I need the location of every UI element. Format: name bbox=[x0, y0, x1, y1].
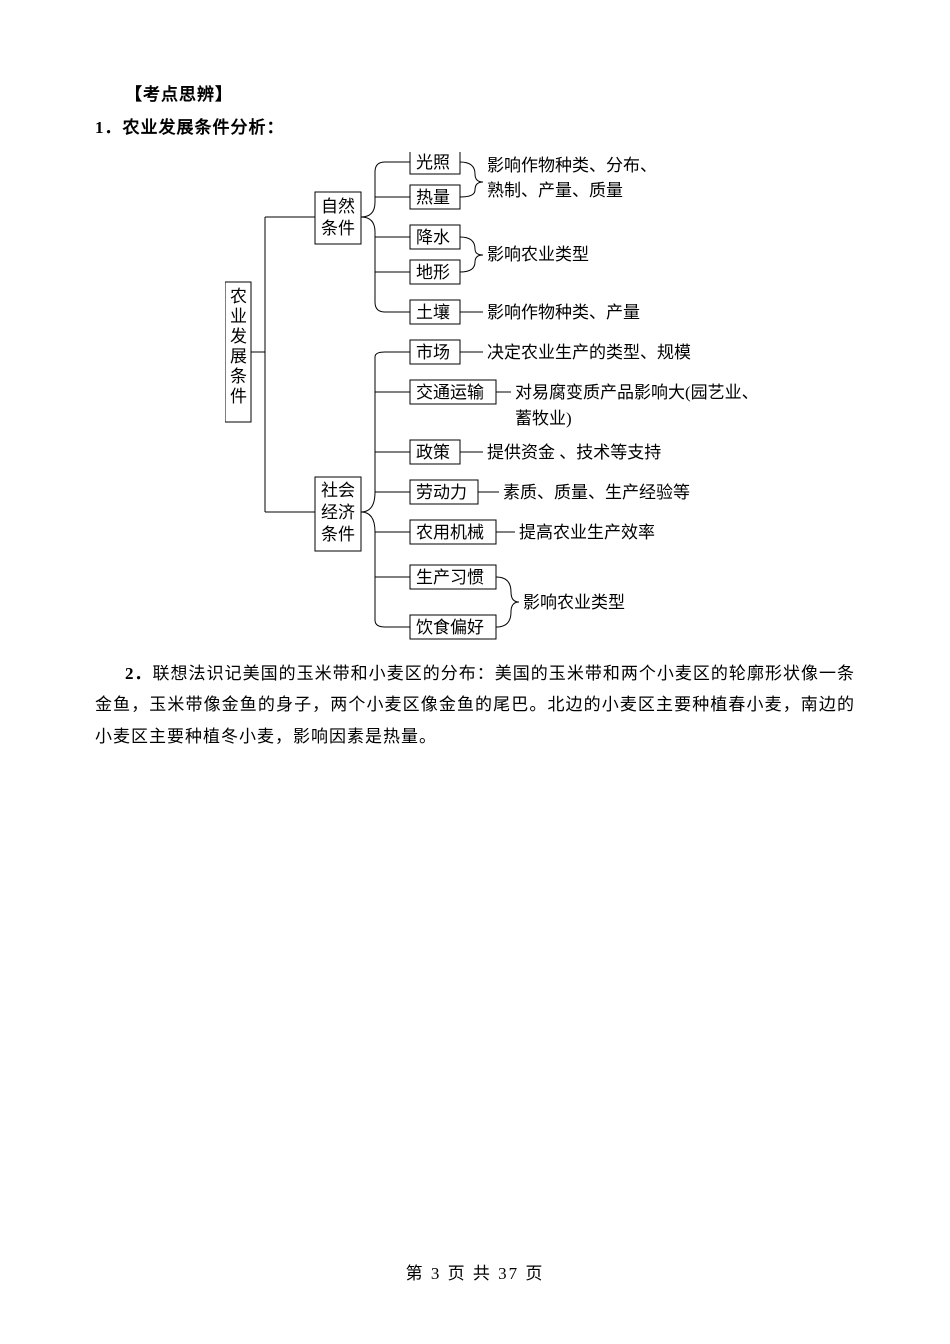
point-2-text: 联想法识记美国的玉米带和小麦区的分布：美国的玉米带和两个小麦区的轮廓形状像一条金… bbox=[95, 664, 855, 746]
svg-text:熟制、产量、质量: 熟制、产量、质量 bbox=[487, 180, 623, 200]
svg-text:降水: 降水 bbox=[416, 228, 450, 247]
svg-text:市场: 市场 bbox=[416, 343, 450, 362]
svg-text:自然: 自然 bbox=[321, 197, 355, 216]
svg-text:影响农业类型: 影响农业类型 bbox=[523, 593, 625, 612]
point-2-paragraph: 2．联想法识记美国的玉米带和小麦区的分布：美国的玉米带和两个小麦区的轮廓形状像一… bbox=[95, 658, 855, 752]
svg-text:地形: 地形 bbox=[416, 263, 450, 282]
svg-text:提供资金 、技术等支持: 提供资金 、技术等支持 bbox=[487, 443, 661, 462]
section-heading: 【考点思辨】 bbox=[125, 80, 855, 105]
svg-text:土壤: 土壤 bbox=[416, 302, 450, 322]
svg-text:热量: 热量 bbox=[416, 188, 450, 207]
svg-text:生产习惯: 生产习惯 bbox=[416, 568, 484, 587]
svg-text:蓄牧业): 蓄牧业) bbox=[515, 409, 572, 428]
svg-text:素质、质量、生产经验等: 素质、质量、生产经验等 bbox=[503, 483, 690, 502]
svg-text:光照: 光照 bbox=[416, 153, 450, 172]
svg-text:影响作物种类、产量: 影响作物种类、产量 bbox=[487, 303, 640, 322]
point-2-number: 2． bbox=[125, 664, 153, 683]
svg-text:决定农业生产的类型、规模: 决定农业生产的类型、规模 bbox=[487, 343, 691, 362]
svg-text:劳动力: 劳动力 bbox=[416, 483, 467, 502]
svg-text:发: 发 bbox=[230, 327, 247, 346]
svg-text:业: 业 bbox=[230, 307, 247, 326]
svg-text:展: 展 bbox=[230, 347, 247, 366]
page-footer: 第 3 页 共 37 页 bbox=[0, 1259, 950, 1284]
svg-text:条件: 条件 bbox=[321, 219, 355, 238]
svg-text:条: 条 bbox=[230, 367, 247, 386]
svg-text:对易腐变质产品影响大(园艺业、: 对易腐变质产品影响大(园艺业、 bbox=[515, 383, 759, 402]
svg-text:影响作物种类、分布、: 影响作物种类、分布、 bbox=[487, 156, 657, 175]
svg-text:影响农业类型: 影响农业类型 bbox=[487, 245, 589, 264]
concept-diagram: 农 业 发 展 条 件 自然 条件 社会 经济 条件 光照 热量 影响作物种类、… bbox=[225, 152, 865, 642]
svg-text:件: 件 bbox=[230, 387, 247, 406]
svg-text:政策: 政策 bbox=[416, 443, 450, 462]
svg-text:条件: 条件 bbox=[321, 525, 355, 544]
svg-text:交通运输: 交通运输 bbox=[416, 383, 484, 402]
svg-text:经济: 经济 bbox=[321, 503, 355, 522]
svg-text:提高农业生产效率: 提高农业生产效率 bbox=[519, 523, 655, 542]
svg-text:饮食偏好: 饮食偏好 bbox=[416, 618, 484, 637]
point-1-title: 1．农业发展条件分析： bbox=[95, 113, 855, 138]
svg-text:农: 农 bbox=[230, 287, 247, 306]
svg-text:农用机械: 农用机械 bbox=[416, 523, 484, 542]
svg-text:社会: 社会 bbox=[321, 481, 355, 500]
